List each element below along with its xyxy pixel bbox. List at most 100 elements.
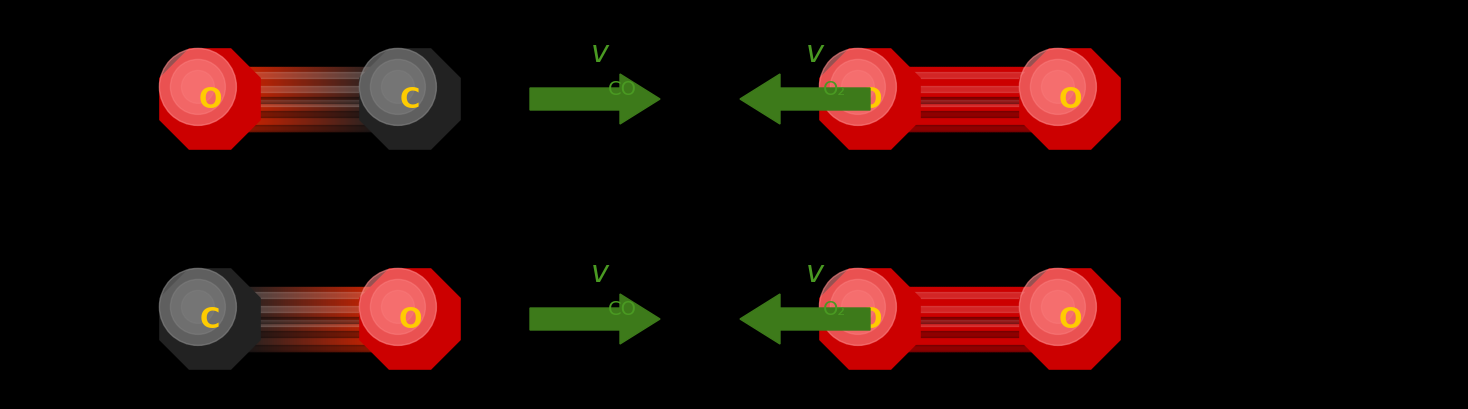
Bar [368,301,370,337]
Bar [970,315,972,351]
Bar [304,315,305,351]
Bar [355,96,357,132]
Bar [283,315,285,351]
Bar [285,82,288,118]
Bar [944,301,945,337]
Bar [279,96,280,132]
Bar [297,287,299,323]
Bar [903,72,1036,79]
Bar [1001,301,1004,337]
Bar [305,82,308,118]
Bar [1001,287,1004,323]
Bar [920,301,923,337]
Bar [963,315,966,351]
Bar [948,287,950,323]
Bar [976,68,979,104]
Bar [248,82,250,118]
Circle shape [841,71,875,104]
Bar [984,287,985,323]
Bar [919,82,920,118]
Bar [366,96,368,132]
Bar [923,82,925,118]
Bar [959,315,962,351]
Bar [954,96,957,132]
Bar [319,315,321,351]
Bar [292,301,295,337]
Bar [304,301,305,337]
Bar [912,287,915,323]
Bar [1010,315,1013,351]
Bar [919,287,920,323]
Bar [938,287,941,323]
Bar [257,96,258,132]
Bar [252,82,254,118]
Bar [1014,301,1017,337]
Bar [244,320,377,326]
Bar [912,96,915,132]
Bar [330,82,332,118]
Bar [313,96,314,132]
Bar [326,96,327,132]
Bar [355,301,357,337]
Bar [346,68,348,104]
Bar [953,315,954,351]
Bar [1031,96,1032,132]
Bar [985,301,988,337]
Bar [1001,315,1004,351]
Bar [925,315,928,351]
Bar [1004,82,1006,118]
Bar [967,301,970,337]
Bar [944,96,945,132]
Bar [997,287,1000,323]
Bar [1009,96,1010,132]
Bar [989,287,992,323]
Bar [948,82,950,118]
Bar [313,315,314,351]
Bar [903,301,906,337]
Bar [923,315,925,351]
Bar [938,82,941,118]
Bar [989,96,992,132]
Polygon shape [360,269,461,370]
Text: O₂: O₂ [824,80,846,99]
Bar [1017,82,1019,118]
Bar [1032,287,1035,323]
Bar [966,287,967,323]
Bar [953,301,954,337]
Bar [330,96,332,132]
Bar [326,287,327,323]
Bar [997,68,1000,104]
Bar [357,96,360,132]
Bar [267,68,270,104]
Text: C: C [200,305,220,333]
Bar [279,301,280,337]
Circle shape [160,49,236,126]
Bar [962,68,963,104]
Bar [368,315,370,351]
Bar [254,287,257,323]
Bar [321,68,323,104]
Bar [305,315,308,351]
Bar [361,68,364,104]
Bar [994,287,997,323]
Bar [1000,287,1001,323]
Bar [962,96,963,132]
Bar [261,82,263,118]
Bar [344,96,346,132]
Bar [321,96,323,132]
Bar [992,287,994,323]
Bar [954,287,957,323]
Bar [941,287,944,323]
Bar [1017,68,1019,104]
Bar [321,315,323,351]
Bar [1009,82,1010,118]
Bar [948,68,950,104]
Bar [348,82,351,118]
Bar [313,82,314,118]
Bar [373,287,374,323]
Bar [323,301,326,337]
Bar [1026,301,1028,337]
Bar [280,315,283,351]
Bar [1013,301,1014,337]
Bar [953,68,954,104]
